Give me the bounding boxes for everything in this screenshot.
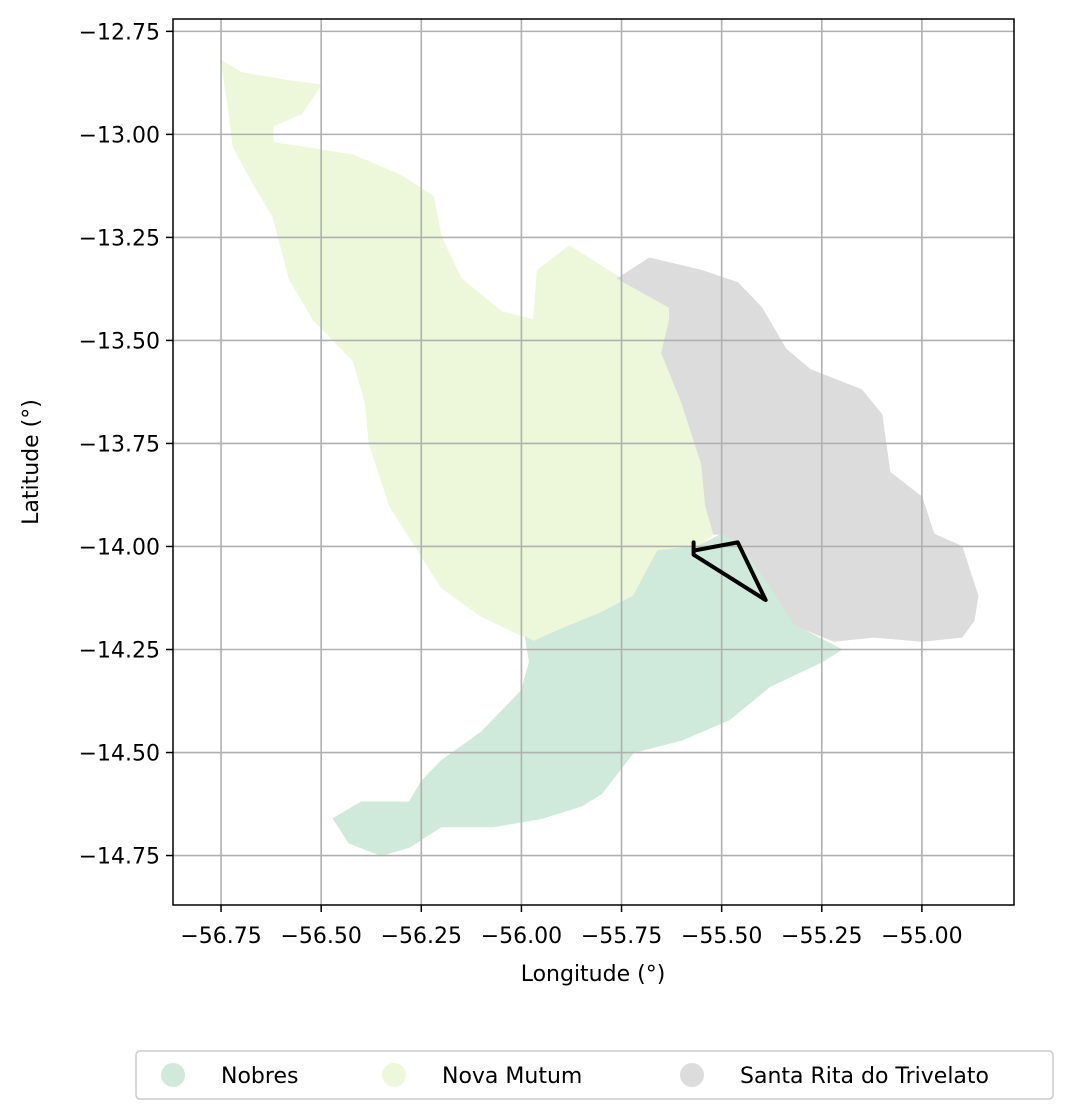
legend-label-santa-rita-do-trivelato: Santa Rita do Trivelato: [740, 1064, 989, 1089]
region-nobres: [332, 533, 843, 857]
x-tick-label: −55.25: [781, 924, 862, 949]
region-nova-mutum: [220, 59, 715, 642]
legend-label-nova-mutum: Nova Mutum: [442, 1064, 582, 1089]
legend-marker-nobres: [161, 1063, 185, 1087]
legend: Nobres Nova Mutum Santa Rita do Trivelat…: [135, 1050, 1054, 1100]
x-tick-label: −56.25: [381, 924, 462, 949]
y-tick-label: −14.50: [79, 742, 160, 767]
x-tick-label: −55.00: [881, 924, 962, 949]
y-tick-label: −14.25: [79, 639, 160, 664]
y-axis-label: Latitude (°): [19, 399, 44, 525]
region-layer: [220, 59, 979, 857]
y-tick-label: −13.50: [79, 329, 160, 354]
y-tick-label: −13.25: [79, 226, 160, 251]
x-tick-label: −56.75: [180, 924, 261, 949]
y-axis-ticks: −12.75 −13.00 −13.25 −13.50 −13.75 −14.00 −14.…: [79, 20, 173, 870]
y-tick-label: −14.75: [79, 845, 160, 870]
legend-marker-nova-mutum: [382, 1063, 406, 1087]
y-tick-label: −13.00: [79, 123, 160, 148]
region-santa-rita-do-trivelato: [616, 257, 979, 642]
x-axis-label: Longitude (°): [521, 962, 666, 987]
plot-frame: [172, 18, 1015, 906]
grid-layer: [173, 19, 1014, 905]
x-tick-label: −56.50: [280, 924, 361, 949]
x-tick-label: −55.50: [681, 924, 762, 949]
outline-layer: [691, 540, 768, 603]
y-tick-label: −14.00: [79, 535, 160, 560]
y-tick-label: −12.75: [79, 20, 160, 45]
legend-label-nobres: Nobres: [221, 1064, 298, 1089]
x-tick-label: −56.00: [481, 924, 562, 949]
x-axis-ticks: −56.75 −56.50 −56.25 −56.00 −55.75 −55.50 −55.…: [180, 905, 963, 949]
legend-marker-santa-rita-do-trivelato: [680, 1063, 704, 1087]
x-tick-label: −55.75: [581, 924, 662, 949]
y-tick-label: −13.75: [79, 432, 160, 457]
legend-frame: [135, 1050, 1054, 1100]
highlight-outline: [691, 540, 768, 603]
